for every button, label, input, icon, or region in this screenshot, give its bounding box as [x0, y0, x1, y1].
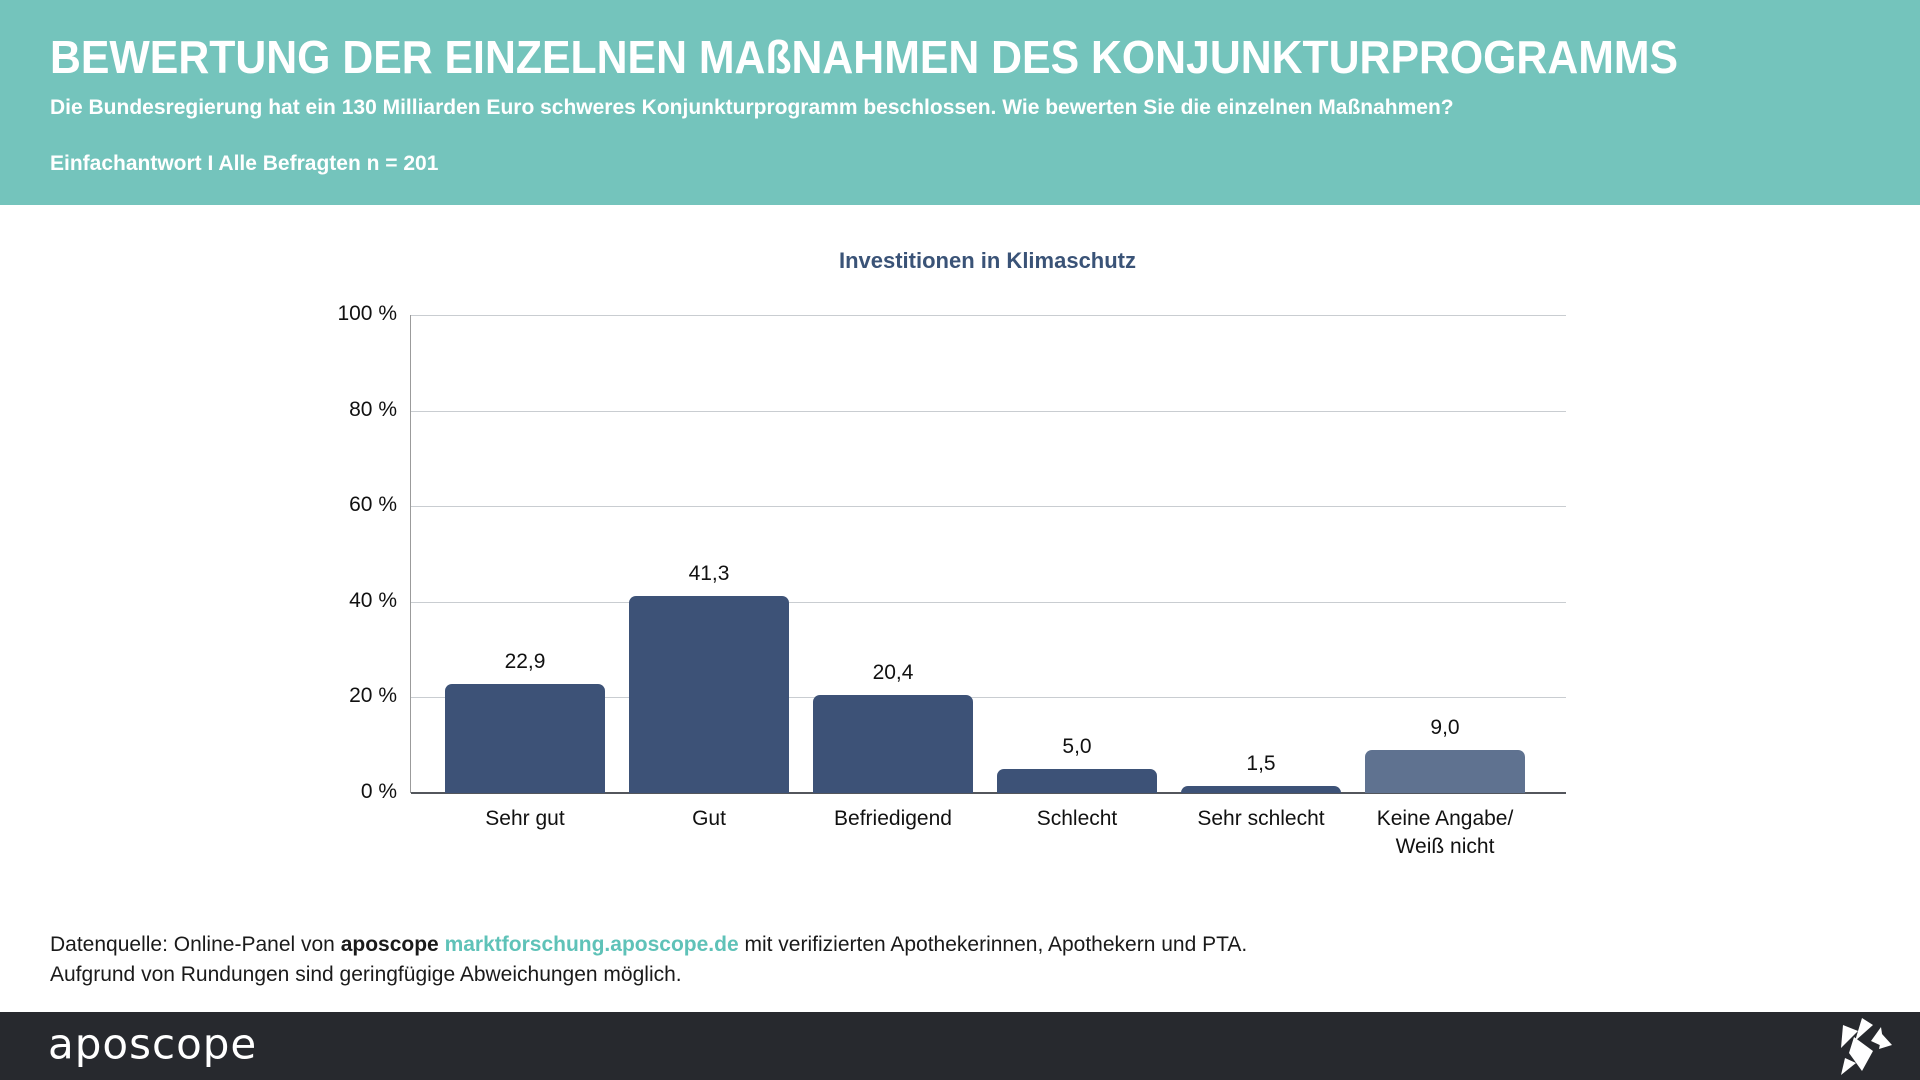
bar-befriedigend: [813, 695, 973, 793]
gridline: [411, 315, 1566, 316]
bar-value-label: 9,0: [1430, 715, 1460, 739]
source-link[interactable]: marktforschung.aposcope.de: [444, 933, 739, 956]
y-axis-tick: 100 %: [337, 302, 397, 325]
y-axis-tick: 0 %: [360, 780, 397, 803]
x-axis-line: [411, 792, 1566, 794]
brand-name: aposcope: [340, 933, 439, 956]
bar-sehr-schlecht: [1181, 785, 1341, 793]
x-axis-label: Befriedigend: [834, 807, 952, 830]
gridline: [411, 506, 1566, 508]
y-axis-tick: 60 %: [349, 493, 397, 517]
bar-value-label: 1,5: [1246, 751, 1276, 775]
header-band: BEWERTUNG DER EINZELNEN MAßNAHMEN DES KO…: [0, 0, 1920, 205]
bar-value-label: 20,4: [872, 661, 914, 685]
y-axis-tick: 20 %: [349, 684, 397, 708]
x-axis-label: Keine Angabe/ Weiß nicht: [1376, 807, 1514, 859]
sample-info: Einfachantwort I Alle Befragten n = 201: [50, 152, 439, 175]
origami-bird-icon: [1841, 1018, 1892, 1075]
source-prefix: Datenquelle: Online-Panel von: [50, 933, 335, 956]
bar-schlecht: [997, 769, 1157, 793]
plot-area: 100 % 80 % 60 % 40 % 20 % 0 % 22,9 Sehr gut 41,3…: [337, 302, 1566, 858]
aposcope-logo: aposcope: [48, 1019, 258, 1069]
y-axis-tick: 40 %: [349, 588, 397, 612]
page-subtitle: Die Bundesregierung hat ein 130 Milliard…: [50, 96, 1454, 119]
source-line-2: Aufgrund von Rundungen sind geringfügige…: [50, 963, 682, 987]
bar-keine-angabe-: [1365, 749, 1525, 793]
x-axis-label: Sehr schlecht: [1197, 807, 1325, 830]
bar-value-label: 22,9: [504, 649, 546, 673]
source-line-1: Datenquelle: Online-Panel von aposcope m…: [50, 930, 1247, 960]
x-axis-label: Gut: [692, 807, 726, 830]
y-axis-tick: 80 %: [349, 397, 397, 421]
chart-title: Investitionen in Klimaschutz: [838, 248, 1137, 273]
x-axis-label: Schlecht: [1036, 807, 1118, 830]
bar-value-label: 5,0: [1062, 735, 1092, 759]
bar-gut: [629, 595, 789, 793]
gridline: [411, 697, 1566, 699]
page-title: BEWERTUNG DER EINZELNEN MAßNAHMEN DES KO…: [50, 31, 1679, 83]
bottom-bar: aposcope: [0, 1012, 1920, 1080]
bar-sehr-gut: [445, 683, 605, 793]
x-axis-label: Sehr gut: [485, 807, 565, 830]
gridline: [411, 601, 1566, 603]
source-suffix: mit verifizierten Apothekerinnen, Apothe…: [744, 933, 1248, 956]
bar-value-label: 41,3: [688, 561, 730, 585]
source-note: Datenquelle: Online-Panel von aposcope m…: [50, 930, 1247, 991]
gridline: [411, 410, 1566, 412]
